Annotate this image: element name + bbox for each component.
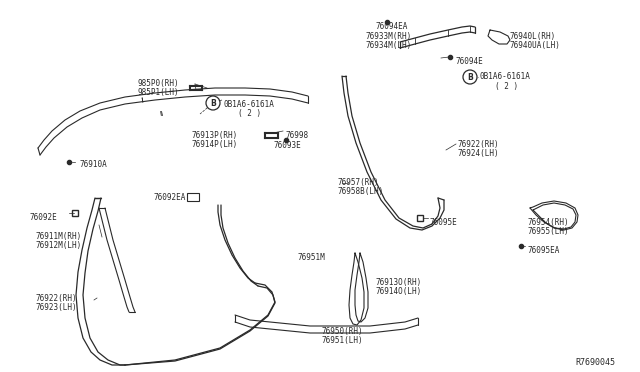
Text: 76940UA(LH): 76940UA(LH) — [510, 41, 561, 50]
Text: 76095EA: 76095EA — [528, 246, 561, 255]
Text: 76092E: 76092E — [30, 213, 58, 222]
Text: B: B — [210, 99, 216, 108]
Text: ( 2 ): ( 2 ) — [238, 109, 261, 118]
Text: R7690045: R7690045 — [575, 358, 615, 367]
Text: 76911M(RH): 76911M(RH) — [35, 232, 81, 241]
Text: 76924(LH): 76924(LH) — [458, 149, 500, 158]
Bar — [187, 193, 199, 201]
Circle shape — [463, 70, 477, 84]
Text: 76951M: 76951M — [298, 253, 326, 262]
Text: 76958B(LH): 76958B(LH) — [338, 187, 384, 196]
Text: 76910A: 76910A — [80, 160, 108, 169]
Text: 76933M(RH): 76933M(RH) — [365, 32, 412, 41]
Text: 76094EA: 76094EA — [375, 22, 408, 31]
Text: 985P1(LH): 985P1(LH) — [138, 88, 180, 97]
Text: B: B — [467, 73, 473, 81]
Text: 76092EA: 76092EA — [153, 193, 186, 202]
Text: 76922(RH): 76922(RH) — [35, 294, 77, 303]
Text: 76093E: 76093E — [274, 141, 301, 150]
Text: 76914P(LH): 76914P(LH) — [192, 140, 238, 149]
Text: 76954(RH): 76954(RH) — [528, 218, 570, 227]
Text: 76955(LH): 76955(LH) — [528, 227, 570, 236]
Text: 76913O(RH): 76913O(RH) — [375, 278, 421, 287]
Text: 76912M(LH): 76912M(LH) — [35, 241, 81, 250]
Text: 76998: 76998 — [285, 131, 308, 140]
Circle shape — [206, 96, 220, 110]
Text: ( 2 ): ( 2 ) — [495, 82, 518, 91]
Text: 76095E: 76095E — [430, 218, 458, 227]
Text: 76923(LH): 76923(LH) — [35, 303, 77, 312]
Text: 76957(RH): 76957(RH) — [338, 178, 380, 187]
Text: 0B1A6-6161A: 0B1A6-6161A — [224, 100, 275, 109]
Text: 76913P(RH): 76913P(RH) — [192, 131, 238, 140]
Text: 76934M(LH): 76934M(LH) — [365, 41, 412, 50]
Text: 76951(LH): 76951(LH) — [322, 336, 364, 345]
Text: 76094E: 76094E — [455, 57, 483, 66]
Text: 0B1A6-6161A: 0B1A6-6161A — [480, 72, 531, 81]
Text: 985P0(RH): 985P0(RH) — [138, 79, 180, 88]
Text: 76922(RH): 76922(RH) — [458, 140, 500, 149]
Text: 76940L(RH): 76940L(RH) — [510, 32, 556, 41]
Text: 76914O(LH): 76914O(LH) — [375, 287, 421, 296]
Text: 76950(RH): 76950(RH) — [322, 327, 364, 336]
